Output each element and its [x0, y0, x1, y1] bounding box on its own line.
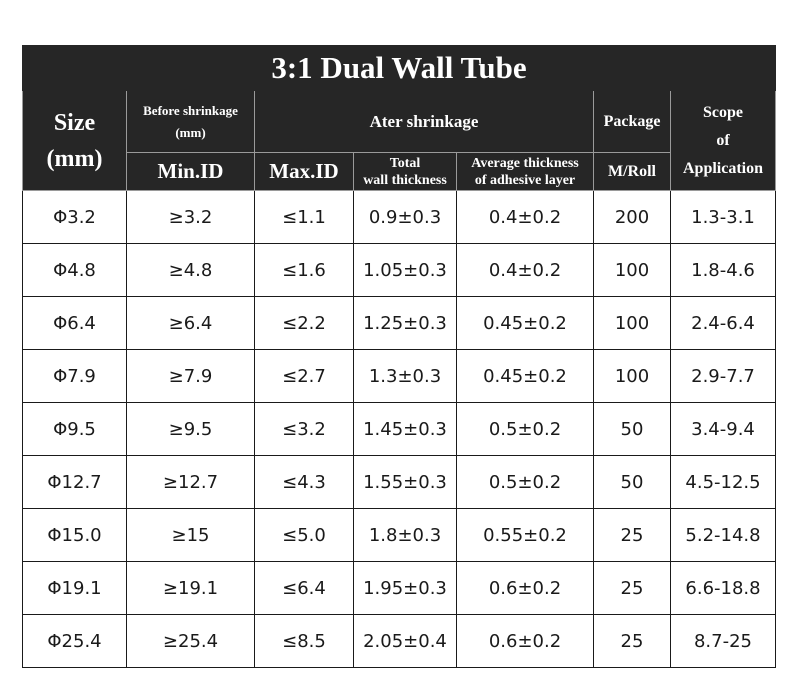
package-cell: 25: [593, 508, 671, 562]
max-id-cell: ≤6.4: [254, 561, 354, 615]
adhesive-header: Average thickness of adhesive layer: [456, 152, 594, 191]
min-id-cell: ≥25.4: [126, 614, 255, 668]
total-wall-cell: 1.05±0.3: [353, 243, 457, 297]
max-id-cell: ≤5.0: [254, 508, 354, 562]
table-row: Φ12.7 ≥12.7 ≤4.3 1.55±0.3 0.5±0.2 50 4.5-12.5: [22, 455, 777, 509]
avg-line-1: Average thickness: [471, 155, 579, 171]
table-row: Φ25.4 ≥25.4 ≤8.5 2.05±0.4 0.6±0.2 25 8.7-25: [22, 614, 777, 668]
adhesive-cell: 0.5±0.2: [456, 402, 594, 456]
min-id-cell: ≥15: [126, 508, 255, 562]
table-row: Φ15.0 ≥15 ≤5.0 1.8±0.3 0.55±0.2 25 5.2-14.8: [22, 508, 777, 562]
max-id-cell: ≤1.6: [254, 243, 354, 297]
min-id-cell: ≥4.8: [126, 243, 255, 297]
package-header: Package: [593, 90, 671, 153]
max-id-header: Max.ID: [254, 152, 354, 191]
min-id-cell: ≥6.4: [126, 296, 255, 350]
table-title: 3:1 Dual Wall Tube: [21, 45, 777, 91]
min-id-cell: ≥19.1: [126, 561, 255, 615]
total-wall-cell: 1.55±0.3: [353, 455, 457, 509]
table-row: Φ19.1 ≥19.1 ≤6.4 1.95±0.3 0.6±0.2 25 6.6-18.8: [22, 561, 777, 615]
package-cell: 100: [593, 349, 671, 403]
size-cell: Φ9.5: [22, 402, 127, 456]
before-shrinkage-header: Before shrinkage (mm): [126, 90, 255, 153]
max-id-cell: ≤3.2: [254, 402, 354, 456]
scope-cell: 1.3-3.1: [669, 190, 777, 244]
adhesive-cell: 0.45±0.2: [456, 296, 594, 350]
scope-cell: 6.6-18.8: [669, 561, 777, 615]
adhesive-cell: 0.55±0.2: [456, 508, 594, 562]
adhesive-cell: 0.6±0.2: [456, 561, 594, 615]
scope-cell: 1.8-4.6: [669, 243, 777, 297]
max-id-cell: ≤8.5: [254, 614, 354, 668]
package-cell: 100: [593, 243, 671, 297]
min-id-cell: ≥3.2: [126, 190, 255, 244]
total-line-1: Total: [389, 155, 421, 171]
total-wall-cell: 1.95±0.3: [353, 561, 457, 615]
before-unit: (mm): [175, 124, 206, 140]
size-cell: Φ25.4: [22, 614, 127, 668]
total-wall-cell: 1.8±0.3: [353, 508, 457, 562]
size-cell: Φ12.7: [22, 455, 127, 509]
scope-cell: 3.4-9.4: [669, 402, 777, 456]
spec-table: 3:1 Dual Wall Tube Size (mm) Before shri…: [21, 45, 777, 668]
scope-cell: 2.9-7.7: [669, 349, 777, 403]
adhesive-cell: 0.5±0.2: [456, 455, 594, 509]
size-cell: Φ15.0: [22, 508, 127, 562]
after-shrinkage-header: Ater shrinkage: [254, 90, 594, 153]
total-wall-cell: 1.25±0.3: [353, 296, 457, 350]
total-wall-cell: 1.45±0.3: [353, 402, 457, 456]
total-wall-header: Total wall thickness: [353, 152, 457, 191]
min-id-header: Min.ID: [126, 152, 255, 191]
package-cell: 50: [593, 402, 671, 456]
adhesive-cell: 0.45±0.2: [456, 349, 594, 403]
package-cell: 50: [593, 455, 671, 509]
scope-cell: 8.7-25: [669, 614, 777, 668]
scope-line-3: Application: [683, 159, 764, 177]
adhesive-cell: 0.6±0.2: [456, 614, 594, 668]
scope-header: Scope of Application: [669, 90, 777, 191]
scope-cell: 2.4-6.4: [669, 296, 777, 350]
max-id-cell: ≤2.7: [254, 349, 354, 403]
table-body: Φ3.2 ≥3.2 ≤1.1 0.9±0.3 0.4±0.2 200 1.3-3.1 Φ4.8…: [22, 190, 777, 668]
size-cell: Φ19.1: [22, 561, 127, 615]
scope-line-2: of: [716, 131, 730, 149]
table-row: Φ9.5 ≥9.5 ≤3.2 1.45±0.3 0.5±0.2 50 3.4-9.4: [22, 402, 777, 456]
package-unit: M/Roll: [593, 152, 671, 191]
table-row: Φ7.9 ≥7.9 ≤2.7 1.3±0.3 0.45±0.2 100 2.9-7.7: [22, 349, 777, 403]
size-header: Size (mm): [22, 90, 127, 191]
total-line-2: wall thickness: [363, 172, 447, 188]
total-wall-cell: 2.05±0.4: [353, 614, 457, 668]
package-cell: 25: [593, 614, 671, 668]
avg-line-2: of adhesive layer: [474, 172, 576, 188]
size-cell: Φ7.9: [22, 349, 127, 403]
max-id-cell: ≤1.1: [254, 190, 354, 244]
package-cell: 25: [593, 561, 671, 615]
size-cell: Φ3.2: [22, 190, 127, 244]
package-cell: 200: [593, 190, 671, 244]
package-cell: 100: [593, 296, 671, 350]
size-unit: (mm): [46, 145, 103, 172]
size-cell: Φ6.4: [22, 296, 127, 350]
adhesive-cell: 0.4±0.2: [456, 190, 594, 244]
max-id-cell: ≤2.2: [254, 296, 354, 350]
adhesive-cell: 0.4±0.2: [456, 243, 594, 297]
min-id-cell: ≥9.5: [126, 402, 255, 456]
size-cell: Φ4.8: [22, 243, 127, 297]
table-row: Φ4.8 ≥4.8 ≤1.6 1.05±0.3 0.4±0.2 100 1.8-4.6: [22, 243, 777, 297]
scope-cell: 4.5-12.5: [669, 455, 777, 509]
scope-line-1: Scope: [703, 103, 743, 121]
max-id-cell: ≤4.3: [254, 455, 354, 509]
total-wall-cell: 0.9±0.3: [353, 190, 457, 244]
before-label: Before shrinkage: [143, 102, 238, 118]
size-label: Size: [53, 109, 96, 136]
table-row: Φ6.4 ≥6.4 ≤2.2 1.25±0.3 0.45±0.2 100 2.4-6.4: [22, 296, 777, 350]
min-id-cell: ≥12.7: [126, 455, 255, 509]
min-id-cell: ≥7.9: [126, 349, 255, 403]
total-wall-cell: 1.3±0.3: [353, 349, 457, 403]
table-row: Φ3.2 ≥3.2 ≤1.1 0.9±0.3 0.4±0.2 200 1.3-3.1: [22, 190, 777, 244]
scope-cell: 5.2-14.8: [669, 508, 777, 562]
